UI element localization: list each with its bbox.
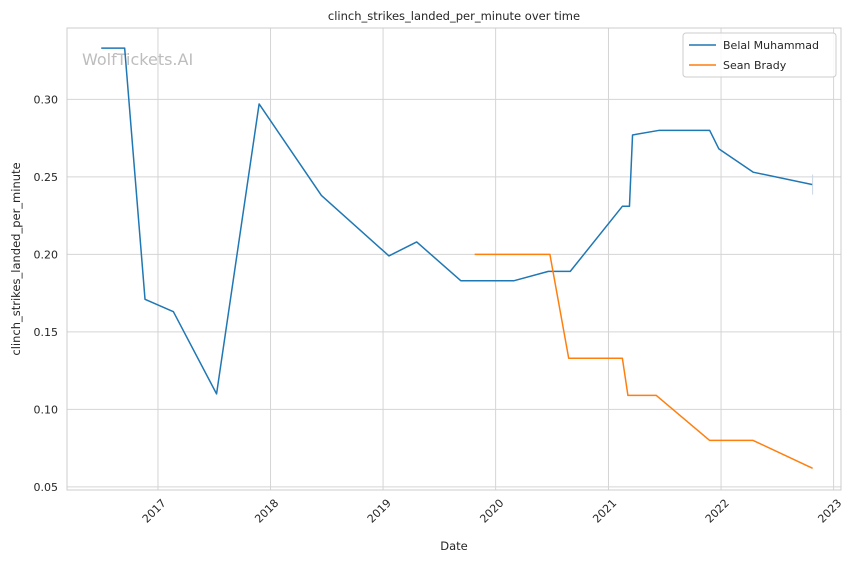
y-tick-label: 0.15: [34, 326, 59, 339]
legend-box: [682, 32, 837, 78]
y-tick-label: 0.20: [34, 248, 59, 261]
y-axis-ticks: 0.05 0.10 0.15 0.20 0.25 0.30: [34, 93, 59, 494]
series-line-sean-brady: [474, 253, 813, 469]
y-tick-label: 0.25: [34, 171, 59, 184]
watermark: WolfTickets.AI: [82, 50, 193, 69]
series-layer: [101, 47, 814, 469]
grid-lines: [67, 28, 841, 490]
y-tick-label: 0.05: [34, 481, 59, 494]
y-axis-label: clinch_strikes_landed_per_minute: [9, 162, 23, 355]
plot-frame: [66, 27, 842, 491]
legend-label-sean-brady: Sean Brady: [723, 59, 787, 72]
y-tick-label: 0.10: [34, 403, 59, 416]
series-line-belal-muhammad: [101, 47, 813, 395]
x-axis-label: Date: [440, 539, 468, 553]
legend-label-belal-muhammad: Belal Muhammad: [723, 39, 819, 52]
plot-area: [67, 28, 841, 490]
chart-title: clinch_strikes_landed_per_minute over ti…: [328, 9, 580, 23]
legend: Belal Muhammad Sean Brady: [682, 32, 837, 78]
y-tick-label: 0.30: [34, 93, 59, 106]
